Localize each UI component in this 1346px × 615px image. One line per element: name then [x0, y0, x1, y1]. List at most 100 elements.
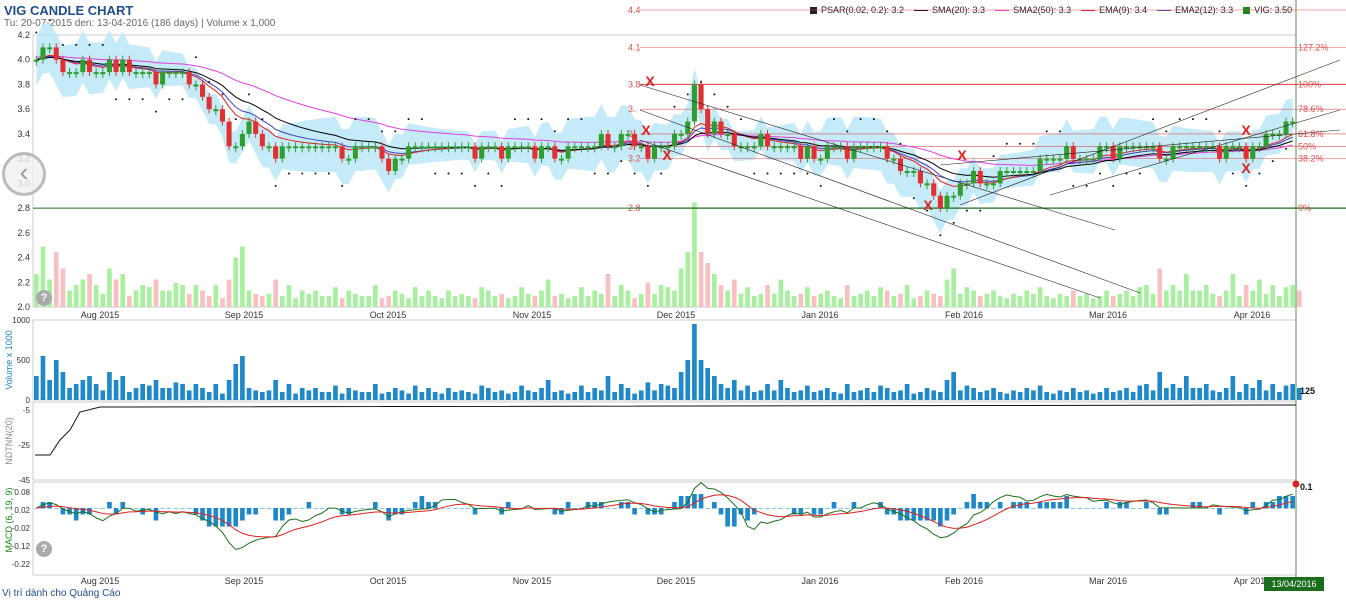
volume-bar	[1263, 390, 1269, 400]
volume-backdrop-bar	[1283, 287, 1289, 307]
candle	[884, 146, 890, 159]
psar-dot	[926, 209, 929, 212]
macd-histogram-bar	[1031, 508, 1036, 509]
candle	[1143, 146, 1149, 149]
candle	[1104, 146, 1110, 149]
candle	[858, 146, 864, 149]
candle	[445, 146, 451, 149]
macd-histogram-bar	[997, 502, 1003, 509]
volume-backdrop-bar	[1223, 290, 1229, 307]
candle	[80, 59, 86, 73]
volume-backdrop-bar	[479, 287, 485, 307]
volume-bar	[293, 393, 298, 400]
volume-backdrop-bar	[1097, 296, 1103, 307]
psar-dot	[660, 172, 663, 175]
ndtnn-tick-label: -45	[18, 476, 30, 485]
macd-histogram-bar	[472, 508, 478, 515]
candle	[1010, 171, 1017, 173]
previous-arrow-icon[interactable]: ‹	[2, 152, 46, 196]
volume-backdrop-bar	[1057, 293, 1063, 307]
candle	[997, 171, 1003, 184]
candle	[226, 121, 232, 147]
macd-histogram-bar	[286, 508, 292, 515]
volume-backdrop-bar	[127, 296, 132, 307]
volume-backdrop-bar	[632, 298, 637, 307]
volume-backdrop-bar	[1217, 296, 1222, 307]
volume-backdrop-bar	[353, 293, 358, 307]
volume-bar	[884, 388, 890, 400]
help-icon[interactable]: ?	[36, 290, 52, 306]
macd-histogram-bar	[818, 508, 824, 515]
volume-bar	[439, 393, 445, 400]
macd-histogram-bar	[991, 508, 996, 509]
volume-bar	[333, 385, 338, 400]
volume-bar	[67, 388, 72, 400]
volume-backdrop-bar	[545, 279, 551, 307]
volume-backdrop-bar	[87, 274, 92, 307]
macd-histogram-bar	[1270, 502, 1276, 509]
macd-histogram-bar	[100, 508, 106, 509]
psar-dot	[1045, 130, 1048, 133]
macd-last-label: 0.1	[1300, 482, 1313, 492]
macd-histogram-bar	[392, 508, 398, 515]
volume-backdrop-bar	[160, 290, 165, 307]
candle	[572, 146, 578, 149]
candle	[864, 146, 870, 149]
psar-dot	[500, 184, 503, 187]
candle	[691, 84, 697, 122]
macd-histogram-bar	[452, 508, 458, 509]
volume-backdrop-bar	[153, 279, 159, 307]
volume-backdrop-bar	[446, 290, 451, 307]
candle	[718, 121, 724, 134]
volume-bar	[466, 392, 471, 400]
volume-backdrop-bar	[93, 285, 99, 307]
volume-bar	[1243, 384, 1249, 400]
macd-histogram-bar	[718, 508, 724, 515]
volume-bar	[1117, 390, 1123, 400]
volume-backdrop-bar	[412, 287, 418, 307]
candle	[818, 158, 824, 161]
x-tick-label: Mar 2016	[1089, 310, 1127, 320]
macd-histogram-bar	[811, 508, 817, 515]
macd-histogram-bar	[944, 508, 950, 521]
macd-histogram-bar	[1097, 508, 1103, 509]
volume-backdrop-bar	[918, 296, 923, 307]
volume-bar	[153, 380, 159, 400]
volume-backdrop-bar	[771, 293, 777, 307]
volume-backdrop-bar	[791, 296, 797, 307]
macd-histogram-bar	[1277, 496, 1282, 509]
candle	[193, 84, 199, 87]
volume-bar	[186, 390, 192, 400]
candle	[844, 146, 850, 159]
candle	[1256, 146, 1262, 149]
volume-backdrop-bar	[565, 298, 571, 307]
help-icon-macd[interactable]: ?	[36, 541, 52, 557]
macd-histogram-bar	[1044, 502, 1050, 509]
volume-bar	[1024, 388, 1030, 400]
volume-bar	[618, 384, 624, 400]
macd-histogram-bar	[1037, 502, 1043, 509]
volume-bar	[745, 385, 750, 400]
x-tick-label-bottom: Jan 2016	[801, 576, 838, 586]
candle	[904, 171, 910, 173]
candle	[492, 146, 498, 149]
candle	[279, 146, 285, 159]
psar-dot	[474, 184, 477, 187]
candle	[406, 146, 412, 159]
volume-bar	[1157, 372, 1163, 400]
price-tick-label: 2.6	[17, 228, 30, 238]
volume-bar	[685, 360, 691, 400]
candle	[253, 121, 259, 134]
volume-backdrop-bar	[147, 287, 152, 307]
volume-backdrop-bar	[486, 290, 491, 307]
volume-backdrop-bar	[844, 285, 850, 307]
macd-histogram-bar	[1197, 502, 1202, 509]
fib-price-label: 3.2	[628, 154, 641, 164]
psar-dot	[75, 43, 78, 46]
volume-backdrop-bar	[459, 293, 465, 307]
macd-histogram-bar	[565, 502, 571, 509]
volume-bar	[525, 390, 531, 400]
macd-histogram-bar	[266, 508, 272, 509]
candle	[1037, 158, 1043, 171]
macd-histogram-bar	[884, 508, 890, 515]
